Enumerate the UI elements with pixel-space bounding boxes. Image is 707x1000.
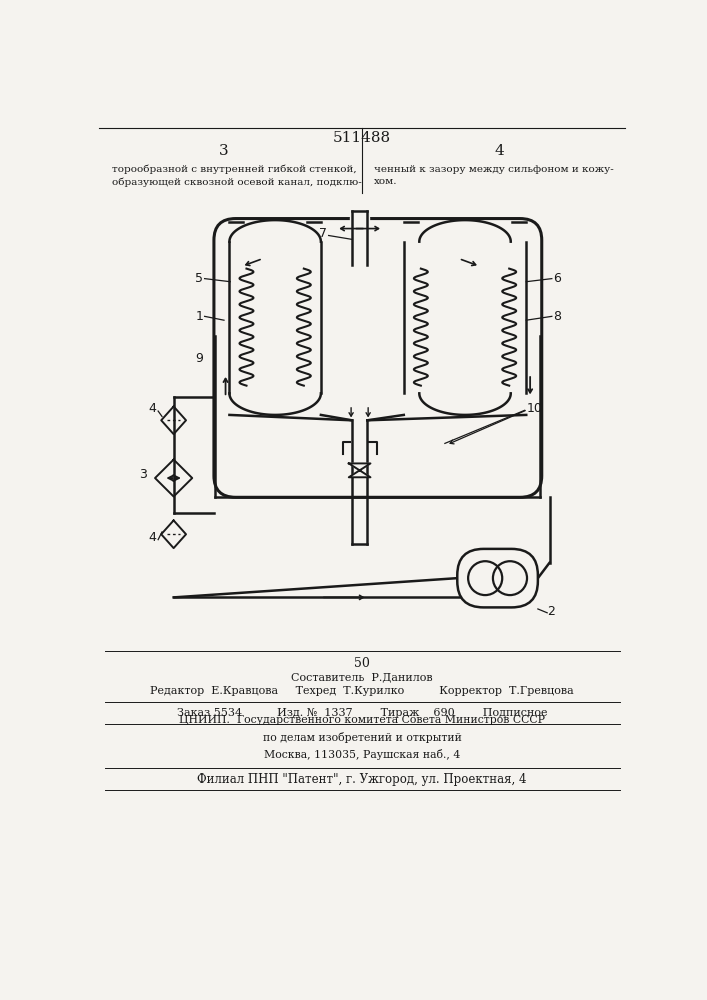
- Text: 511488: 511488: [333, 131, 391, 145]
- Text: 10: 10: [526, 402, 542, 415]
- Text: Филиал ПНП "Патент", г. Ужгород, ул. Проектная, 4: Филиал ПНП "Патент", г. Ужгород, ул. Про…: [197, 773, 527, 786]
- Text: 3: 3: [139, 468, 147, 481]
- Text: 4: 4: [494, 144, 504, 158]
- Text: 50: 50: [354, 657, 370, 670]
- Text: 8: 8: [554, 310, 561, 323]
- Text: 6: 6: [554, 272, 561, 285]
- Text: 9: 9: [195, 352, 203, 365]
- Text: Составитель  Р.Данилов: Составитель Р.Данилов: [291, 672, 433, 682]
- Text: 3: 3: [219, 144, 229, 158]
- Text: 2: 2: [547, 605, 555, 618]
- Text: 4: 4: [148, 531, 156, 544]
- Text: Заказ 5534          Изд. №  1337        Тираж    690        Подписное: Заказ 5534 Изд. № 1337 Тираж 690 Подписн…: [177, 708, 547, 718]
- Text: торообразной с внутренней гибкой стенкой,
образующей сквозной осевой канал, подк: торообразной с внутренней гибкой стенкой…: [112, 165, 361, 187]
- Text: Редактор  Е.Кравцова     Техред  Т.Курилко          Корректор  Т.Гревцова: Редактор Е.Кравцова Техред Т.Курилко Кор…: [150, 686, 574, 696]
- Polygon shape: [349, 463, 370, 477]
- Text: 7: 7: [319, 227, 327, 240]
- FancyBboxPatch shape: [457, 549, 538, 607]
- Text: 4: 4: [148, 402, 156, 415]
- Text: 1: 1: [195, 310, 203, 323]
- Text: ченный к зазору между сильфоном и кожу-
хом.: ченный к зазору между сильфоном и кожу- …: [373, 165, 614, 186]
- Text: ЦНИИП.  Государственного комитета Совета Министров СССР
по делам изобретений и о: ЦНИИП. Государственного комитета Совета …: [179, 715, 545, 760]
- Text: 5: 5: [195, 272, 203, 285]
